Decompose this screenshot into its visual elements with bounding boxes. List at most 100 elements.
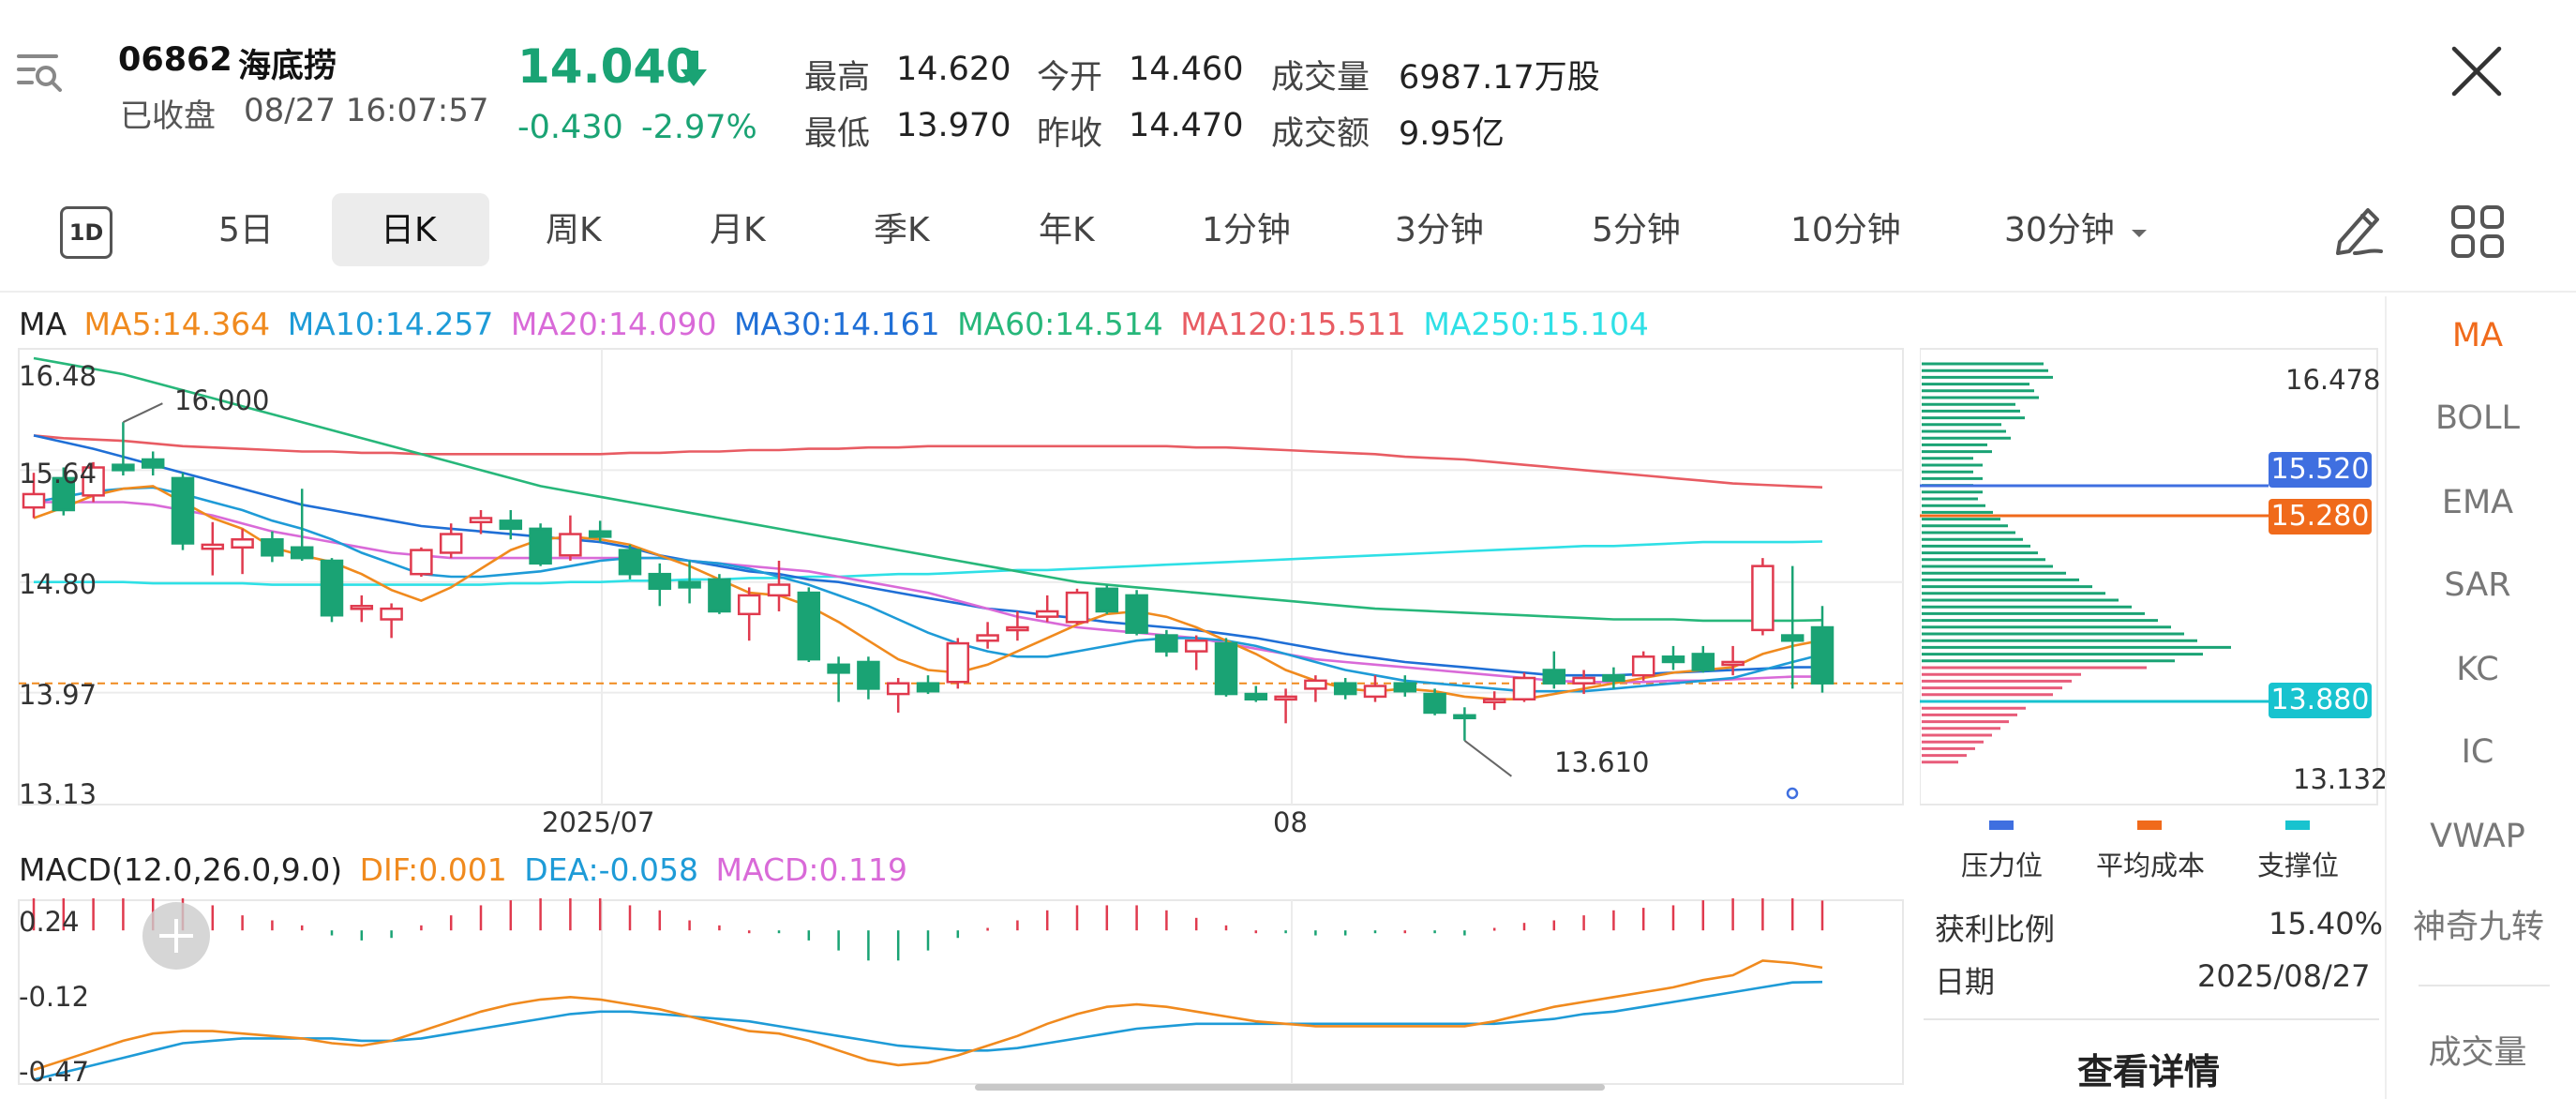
candle-body <box>380 607 403 621</box>
candle-body <box>1482 698 1506 703</box>
prev-close-label: 昨收 <box>1037 115 1103 153</box>
last-price: 14.040 <box>517 39 698 94</box>
candle-body <box>82 466 105 497</box>
macd-label: MACD:0.119 <box>715 851 908 888</box>
indicator-td-sequential[interactable]: 神奇九转 <box>2412 909 2544 946</box>
candle-body <box>1751 565 1775 632</box>
price-change-pct: -2.97% <box>641 109 757 146</box>
support-price-tag: 13.880 <box>2269 683 2372 718</box>
candle-body <box>976 634 999 642</box>
ma10-label: MA10:14.257 <box>287 306 494 342</box>
tab-yearly-k[interactable]: 年K <box>1039 211 1095 249</box>
tab-daily-k[interactable]: 日K <box>381 211 437 249</box>
candle-body <box>886 682 910 696</box>
candle-body <box>1661 655 1685 664</box>
candle-body <box>708 578 731 613</box>
tab-weekly-k[interactable]: 周K <box>546 211 602 249</box>
close-icon[interactable] <box>2450 45 2503 101</box>
macd-axis-label: -0.12 <box>19 981 90 1013</box>
ma-legend-title: MA <box>19 306 67 342</box>
candle-body <box>499 519 523 531</box>
ma120-line <box>33 434 1823 489</box>
candle-body <box>827 663 850 674</box>
macd-legend: MACD(12.0,26.0,9.0) DIF:0.001 DEA:-0.058… <box>19 851 915 888</box>
candle-body <box>1184 639 1208 653</box>
high-label: 最高 <box>804 59 871 97</box>
tabs-divider <box>0 291 2576 293</box>
ma30-label: MA30:14.161 <box>733 306 940 342</box>
candle-body <box>1572 676 1595 685</box>
crosshair-handle-icon[interactable] <box>141 900 212 975</box>
tab-5min[interactable]: 5分钟 <box>1592 211 1681 249</box>
candle-body <box>112 463 135 472</box>
vp-frame <box>1920 348 2378 805</box>
candle-body <box>1810 625 1835 685</box>
candle-body <box>1155 634 1178 653</box>
candle-body <box>52 476 76 512</box>
dif-label: DIF:0.001 <box>359 851 507 888</box>
price-axis-label: 14.80 <box>19 568 97 600</box>
candle-body <box>1423 692 1446 715</box>
candle-body <box>1602 673 1625 683</box>
chart-frame <box>18 348 1904 805</box>
candle-body <box>1691 653 1715 671</box>
candle-body <box>1542 669 1566 685</box>
pressure-legend-label: 压力位 <box>1961 850 2044 881</box>
open-label: 今开 <box>1037 59 1103 97</box>
pen-draw-icon[interactable] <box>2329 201 2385 263</box>
candlestick-chart[interactable] <box>0 347 1912 806</box>
indicator-ma[interactable]: MA <box>2451 317 2504 354</box>
candle-body <box>290 546 314 560</box>
vp-divider <box>1924 1018 2379 1020</box>
indicator-volume[interactable]: 成交量 <box>2428 1034 2527 1072</box>
price-axis-label: 15.64 <box>19 458 97 489</box>
candle-body <box>1125 594 1148 634</box>
volume-profile-chart <box>1920 348 2378 805</box>
candle-body <box>1035 610 1059 618</box>
open-value: 14.460 <box>1129 51 1244 88</box>
view-details-button[interactable]: 查看详情 <box>2077 1051 2221 1092</box>
amount-label: 成交额 <box>1271 115 1370 153</box>
tab-quarterly-k[interactable]: 季K <box>874 211 930 249</box>
high-annotation: 16.000 <box>174 384 270 416</box>
indicator-kc[interactable]: KC <box>2456 651 2499 688</box>
tab-5day[interactable]: 5日 <box>218 211 274 249</box>
tab-1d[interactable]: 1D <box>60 206 112 259</box>
tab-10min[interactable]: 10分钟 <box>1790 211 1901 249</box>
profit-ratio-value: 15.40% <box>2269 906 2384 941</box>
chevron-down-icon[interactable] <box>2130 225 2149 243</box>
indicator-ic[interactable]: IC <box>2461 733 2494 771</box>
ma120-label: MA120:15.511 <box>1180 306 1406 342</box>
indicator-ema[interactable]: EMA <box>2441 484 2514 521</box>
macd-axis-label: 0.24 <box>19 906 80 938</box>
tab-1min[interactable]: 1分钟 <box>1202 211 1291 249</box>
price-change: -0.430 <box>517 109 623 146</box>
candle-body <box>737 594 761 616</box>
dif-line <box>33 959 1823 1072</box>
panel-divider <box>2385 296 2387 1099</box>
tab-30min[interactable]: 30分钟 <box>2004 211 2115 249</box>
horizontal-scrollbar[interactable] <box>975 1084 1605 1091</box>
amount-value: 9.95亿 <box>1399 115 1505 153</box>
indicator-sar[interactable]: SAR <box>2444 566 2511 604</box>
candle-body <box>618 549 642 576</box>
market-status: 已收盘 <box>120 98 216 135</box>
menu-search-icon[interactable] <box>15 47 66 98</box>
low-annotation: 13.610 <box>1554 746 1650 778</box>
candle-body <box>261 537 284 557</box>
dea-line <box>33 980 1823 1081</box>
volume-label: 成交量 <box>1271 59 1370 97</box>
indicator-boll[interactable]: BOLL <box>2435 399 2520 437</box>
vp-date-label: 日期 <box>1935 964 1996 1000</box>
candle-body <box>1721 660 1745 667</box>
tab-3min[interactable]: 3分钟 <box>1395 211 1484 249</box>
candle-body <box>469 517 493 524</box>
dea-label: DEA:-0.058 <box>524 851 699 888</box>
grid-layout-icon[interactable] <box>2450 204 2505 263</box>
support-legend-swatch <box>2285 820 2310 830</box>
candle-body <box>141 458 165 469</box>
candle-body <box>439 533 463 554</box>
tab-monthly-k[interactable]: 月K <box>710 211 766 249</box>
indicator-vwap[interactable]: VWAP <box>2430 818 2525 855</box>
macd-chart[interactable] <box>0 898 1912 1086</box>
